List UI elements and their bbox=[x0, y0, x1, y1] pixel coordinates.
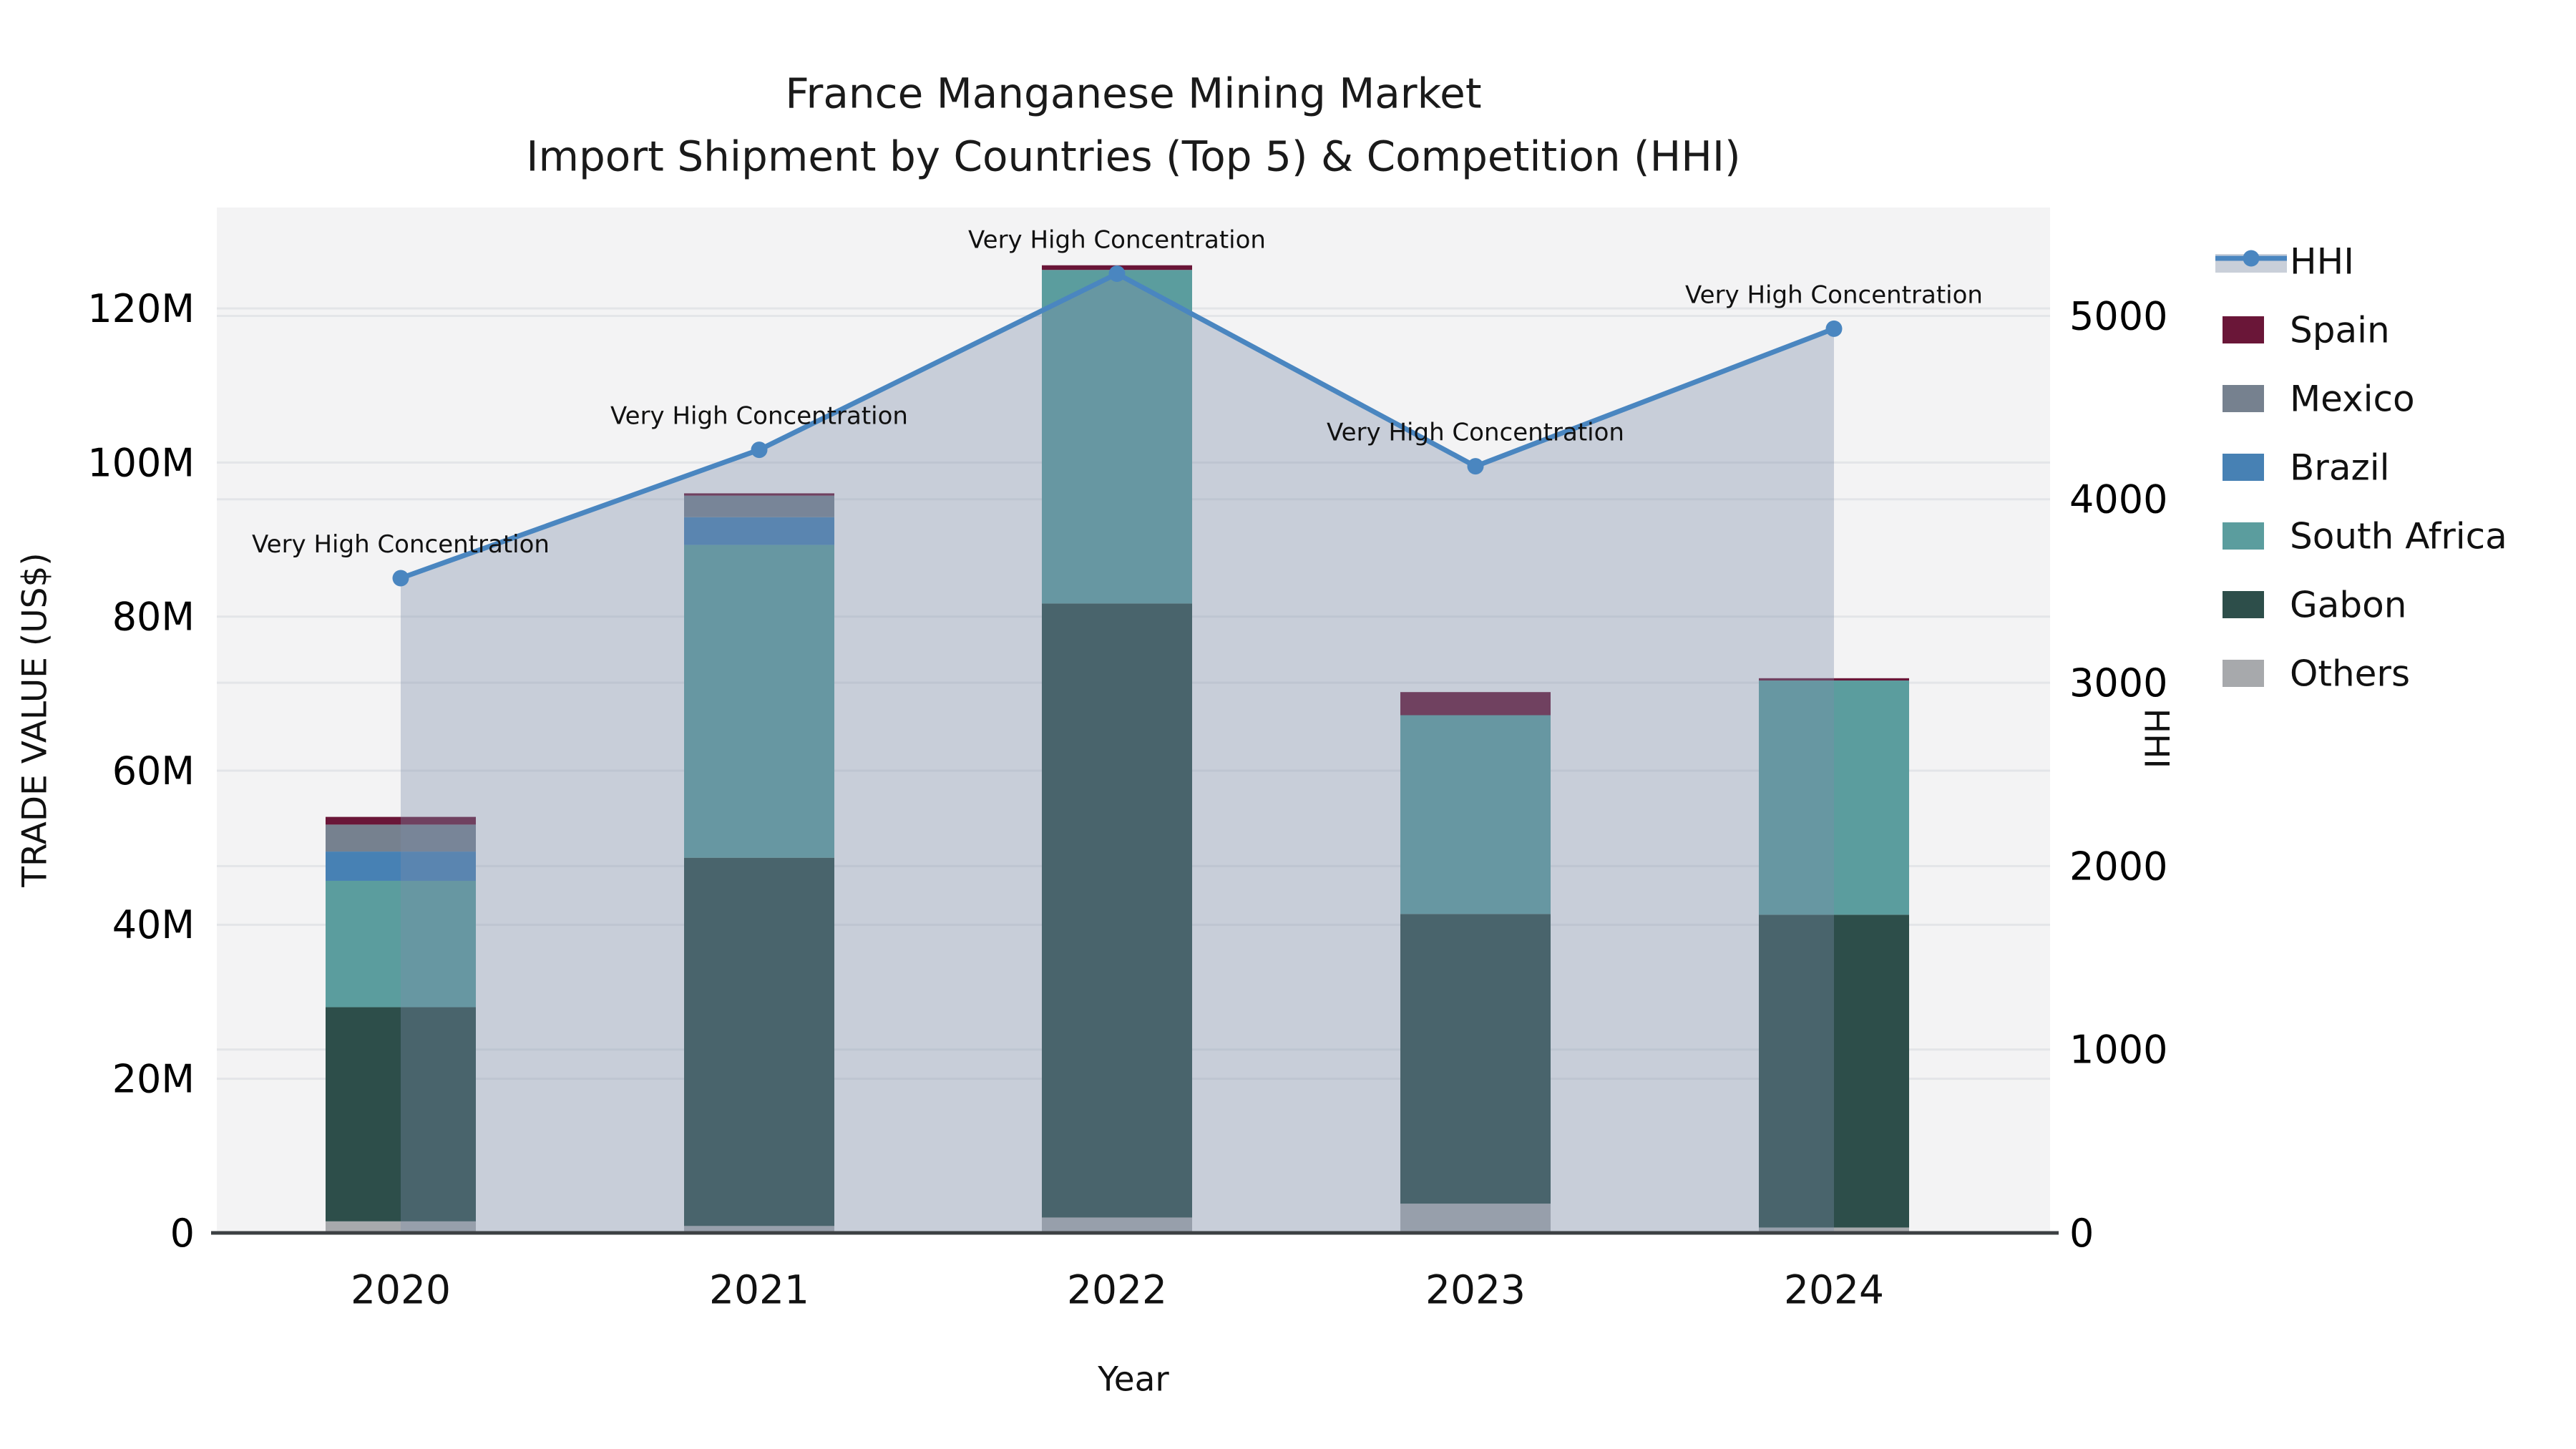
bar-segment-2023-south-africa[interactable] bbox=[1400, 715, 1551, 914]
bar-segment-2021-gabon[interactable] bbox=[684, 857, 834, 1226]
bar-segment-2021-mexico[interactable] bbox=[684, 495, 834, 517]
chart-title-line1: France Manganese Mining Market bbox=[785, 69, 1481, 117]
bar-segment-2024-gabon[interactable] bbox=[1759, 914, 1909, 1228]
y-left-tick-40M: 40M bbox=[112, 902, 195, 947]
y-left-tick-20M: 20M bbox=[112, 1057, 195, 1102]
x-tick-2022: 2022 bbox=[1067, 1267, 1167, 1312]
legend: HHI Spain Mexico Brazil South Africa Gabon Oth… bbox=[2215, 241, 2507, 695]
bar-segment-2021-others[interactable] bbox=[684, 1226, 834, 1233]
legend-swatch-others bbox=[2223, 660, 2264, 687]
stacked-bars bbox=[326, 265, 1909, 1233]
legend-label-others: Others bbox=[2290, 653, 2410, 695]
hhi-legend-marker-icon bbox=[2243, 250, 2260, 267]
bar-segment-2020-brazil[interactable] bbox=[326, 852, 476, 881]
axes: 0 20M 40M 60M 80M 100M 120M 0 1000 2000 3000 4000 50… bbox=[87, 286, 2167, 1312]
bar-segment-2024-south-africa[interactable] bbox=[1759, 680, 1909, 915]
y-left-tick-60M: 60M bbox=[112, 748, 195, 794]
bar-segment-2020-others[interactable] bbox=[326, 1221, 476, 1233]
y-left-tick-80M: 80M bbox=[112, 595, 195, 640]
bar-segment-2022-others[interactable] bbox=[1042, 1217, 1192, 1233]
y-right-tick-1000: 1000 bbox=[2069, 1028, 2167, 1073]
legend-swatch-mexico bbox=[2223, 385, 2264, 412]
hhi-point-2023[interactable] bbox=[1467, 458, 1484, 475]
legend-label-hhi: HHI bbox=[2290, 241, 2354, 283]
annotation-2022: Very High Concentration bbox=[968, 225, 1266, 254]
legend-item-mexico[interactable]: Mexico bbox=[2223, 379, 2415, 420]
legend-label-south-africa: South Africa bbox=[2290, 516, 2507, 557]
y-right-tick-2000: 2000 bbox=[2069, 844, 2167, 889]
y-right-tick-5000: 5000 bbox=[2069, 293, 2167, 338]
bar-segment-2020-gabon[interactable] bbox=[326, 1007, 476, 1221]
legend-item-hhi[interactable]: HHI bbox=[2215, 241, 2354, 283]
legend-item-gabon[interactable]: Gabon bbox=[2223, 585, 2406, 626]
bar-segment-2022-south-africa[interactable] bbox=[1042, 270, 1192, 604]
y-right-tick-0: 0 bbox=[2069, 1211, 2094, 1256]
bar-segment-2021-south-africa[interactable] bbox=[684, 545, 834, 858]
x-tick-2020: 2020 bbox=[351, 1267, 451, 1312]
legend-swatch-brazil bbox=[2223, 454, 2264, 481]
chart-title-line2: Import Shipment by Countries (Top 5) & C… bbox=[526, 132, 1740, 180]
bar-segment-2022-gabon[interactable] bbox=[1042, 603, 1192, 1218]
x-axis-title: Year bbox=[1097, 1360, 1169, 1399]
legend-swatch-gabon bbox=[2223, 591, 2264, 618]
legend-label-mexico: Mexico bbox=[2290, 379, 2415, 420]
hhi-point-2024[interactable] bbox=[1825, 320, 1843, 337]
bar-segment-2021-spain[interactable] bbox=[684, 493, 834, 496]
hhi-area-fill bbox=[401, 273, 1834, 1234]
annotation-2023: Very High Concentration bbox=[1327, 419, 1624, 447]
y-right-tick-4000: 4000 bbox=[2069, 477, 2167, 522]
y-left-tick-100M: 100M bbox=[87, 440, 195, 485]
bar-segment-2020-spain[interactable] bbox=[326, 816, 476, 825]
x-tick-2023: 2023 bbox=[1425, 1267, 1526, 1312]
hhi-point-2022[interactable] bbox=[1108, 265, 1126, 283]
hhi-point-2021[interactable] bbox=[751, 441, 768, 459]
bar-segment-2023-gabon[interactable] bbox=[1400, 914, 1551, 1204]
legend-swatch-spain bbox=[2223, 316, 2264, 343]
legend-swatch-south-africa bbox=[2223, 522, 2264, 550]
annotation-2020: Very High Concentration bbox=[252, 530, 550, 559]
legend-item-others[interactable]: Others bbox=[2223, 653, 2410, 695]
bar-segment-2020-south-africa[interactable] bbox=[326, 880, 476, 1008]
x-tick-2024: 2024 bbox=[1784, 1267, 1884, 1312]
annotation-2024: Very High Concentration bbox=[1685, 280, 1983, 309]
bar-segment-2021-brazil[interactable] bbox=[684, 517, 834, 545]
annotations: Very High Concentration Very High Concent… bbox=[252, 225, 1983, 558]
x-tick-2021: 2021 bbox=[709, 1267, 809, 1312]
bar-segment-2023-spain[interactable] bbox=[1400, 692, 1551, 716]
hhi-line bbox=[392, 265, 1843, 587]
legend-label-brazil: Brazil bbox=[2290, 447, 2390, 489]
bar-segment-2024-spain[interactable] bbox=[1759, 678, 1909, 681]
bar-segment-2023-others[interactable] bbox=[1400, 1204, 1551, 1233]
y-right-axis-title: HHI bbox=[2137, 708, 2176, 769]
y-left-tick-120M: 120M bbox=[87, 286, 195, 331]
annotation-2021: Very High Concentration bbox=[610, 401, 908, 430]
y-left-axis-title: TRADE VALUE (US$) bbox=[15, 552, 54, 887]
y-right-tick-3000: 3000 bbox=[2069, 660, 2167, 706]
legend-item-south-africa[interactable]: South Africa bbox=[2223, 516, 2507, 557]
y-left-tick-0: 0 bbox=[170, 1211, 195, 1256]
hhi-area-polygon bbox=[401, 273, 1834, 1234]
legend-item-brazil[interactable]: Brazil bbox=[2223, 447, 2390, 489]
legend-item-spain[interactable]: Spain bbox=[2223, 310, 2390, 351]
bar-segment-2024-others[interactable] bbox=[1759, 1227, 1909, 1233]
legend-label-gabon: Gabon bbox=[2290, 585, 2406, 626]
hhi-point-2020[interactable] bbox=[392, 570, 409, 587]
legend-label-spain: Spain bbox=[2290, 310, 2390, 351]
bar-segment-2020-mexico[interactable] bbox=[326, 824, 476, 852]
